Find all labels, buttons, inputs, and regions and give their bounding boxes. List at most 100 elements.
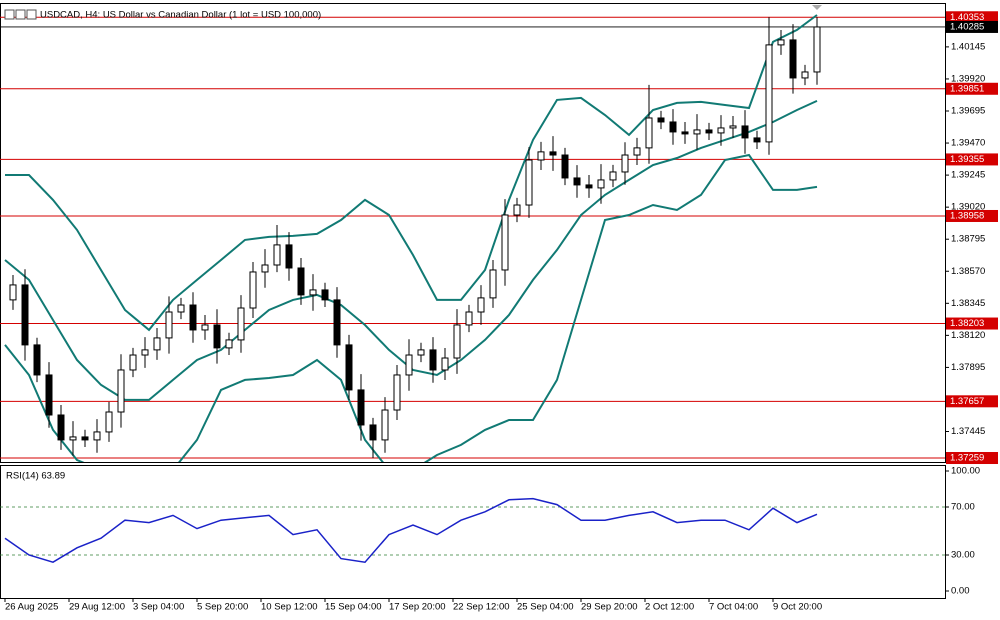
x-tick-label: 15 Sep 04:00 (325, 602, 382, 613)
candle-body (45, 374, 53, 416)
y-tick-label: 1.38345 (951, 298, 985, 309)
level-label: 1.40353 (950, 12, 984, 23)
candle-body (573, 177, 581, 186)
x-tick-label: 25 Sep 04:00 (517, 602, 574, 613)
chart-title: USDCAD, H4: US Dollar vs Canadian Dollar… (40, 10, 321, 21)
candle-body (753, 137, 761, 143)
main-plot (0, 14, 945, 462)
y-tick-label: 30.00 (951, 550, 975, 561)
x-tick-label: 22 Sep 12:00 (453, 602, 510, 613)
level-label: 1.38958 (950, 210, 984, 221)
y-tick-label: 1.39245 (951, 170, 985, 181)
x-tick-label: 3 Sep 04:00 (133, 602, 184, 613)
band-lower (4, 153, 818, 462)
candle-body (225, 339, 233, 349)
candle-body (69, 436, 77, 441)
y-tick-label: 1.38120 (951, 330, 985, 341)
candle-body (321, 289, 329, 301)
price-label-box (946, 20, 998, 33)
rsi-plot (0, 497, 945, 564)
candle-body (645, 117, 653, 149)
candle-body (729, 125, 737, 129)
x-tick-label: 2 Oct 12:00 (645, 602, 694, 613)
candle-body (765, 44, 773, 143)
x-tick-label: 17 Sep 20:00 (389, 602, 446, 613)
candle-body (597, 179, 605, 189)
candle-body (165, 311, 173, 339)
rsi-frame (0, 465, 946, 599)
y-tick-label: 100.00 (951, 466, 980, 477)
y-tick-label: 1.39920 (951, 73, 985, 84)
candle-body (393, 374, 401, 411)
candle-body (429, 349, 437, 371)
x-tick-label: 10 Sep 12:00 (261, 602, 318, 613)
candle-body (609, 171, 617, 181)
candle-body (585, 184, 593, 189)
y-tick-label: 1.37445 (951, 426, 985, 437)
y-tick-label: 0.00 (951, 586, 970, 597)
candle-body (237, 307, 245, 341)
candle-body (81, 436, 89, 441)
candle-body (777, 39, 785, 46)
band-upper (5, 14, 818, 332)
x-tick-label: 26 Aug 2025 (5, 602, 58, 613)
candle-body (513, 204, 521, 216)
candle-body (801, 71, 809, 79)
candle-body (309, 289, 317, 296)
candle-body (681, 131, 689, 135)
candle-body (9, 284, 17, 301)
symbol-icon (4, 9, 37, 20)
level-label: 1.39851 (950, 83, 984, 94)
x-tick-label: 5 Sep 20:00 (197, 602, 248, 613)
level-label-box (946, 11, 998, 24)
x-tick-label: 29 Aug 12:00 (69, 602, 125, 613)
x-tick-label: 7 Oct 04:00 (709, 602, 758, 613)
y-tick-label: 1.39695 (951, 106, 985, 117)
candle-body (477, 297, 485, 313)
shift-marker (812, 5, 822, 10)
level-label: 1.37259 (950, 453, 984, 464)
candle-body (273, 244, 281, 266)
candle-body (117, 369, 125, 413)
candle-body (453, 324, 461, 359)
rsi-line (4, 497, 818, 564)
candle-body (189, 304, 197, 331)
band-middle (4, 99, 818, 401)
level-label-box (946, 153, 998, 166)
x-tick-label: 9 Oct 20:00 (773, 602, 822, 613)
y-tick-label: 1.37895 (951, 362, 985, 373)
rsi-title: RSI(14) 63.89 (6, 471, 65, 482)
candle-body (669, 121, 677, 133)
candle-body (333, 299, 341, 346)
candle-body (213, 324, 221, 349)
candle-body (33, 344, 41, 376)
candle-body (717, 127, 725, 134)
candle-body (813, 26, 821, 73)
candle-body (501, 214, 509, 271)
candle-body (549, 151, 557, 156)
candle-body (369, 424, 377, 441)
y-tick-label: 1.39470 (951, 138, 985, 149)
candle-body (21, 284, 29, 346)
candle-body (657, 117, 665, 123)
candle-body (705, 129, 713, 134)
level-label-box (946, 82, 998, 95)
level-label-box (946, 209, 998, 222)
level-label-box (946, 452, 998, 465)
candle-body (129, 354, 137, 371)
level-label: 1.39355 (950, 154, 984, 165)
candle-body (405, 354, 413, 376)
candle-body (357, 389, 365, 426)
candle-body (285, 244, 293, 269)
candle-body (465, 311, 473, 326)
level-label-box (946, 317, 998, 330)
level-label: 1.37657 (950, 396, 984, 407)
candle-body (489, 269, 497, 299)
candle-body (525, 159, 533, 206)
candle-body (57, 414, 65, 441)
candle-body (693, 129, 701, 135)
y-tick-label: 70.00 (951, 502, 975, 513)
candle-body (345, 344, 353, 391)
